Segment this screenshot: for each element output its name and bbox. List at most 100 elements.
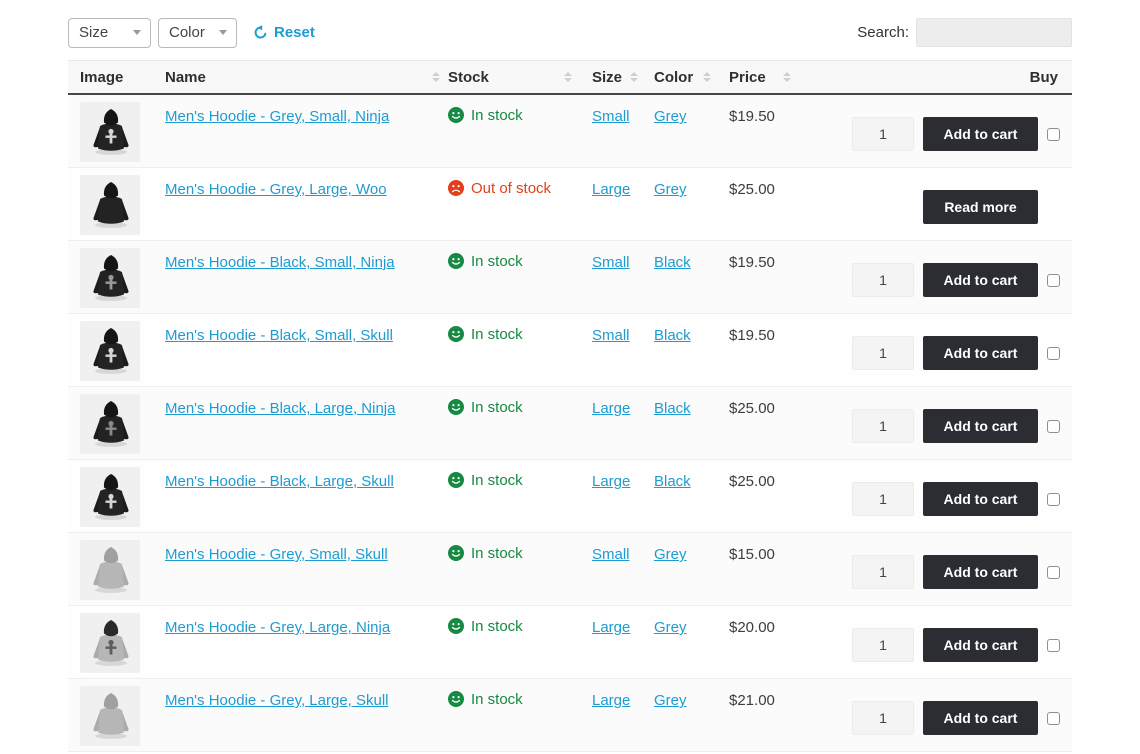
- quantity-input[interactable]: [852, 628, 914, 662]
- quantity-input[interactable]: [852, 409, 914, 443]
- add-to-cart-button[interactable]: Add to cart: [923, 263, 1038, 297]
- color-link[interactable]: Black: [654, 473, 691, 490]
- buy-checkbox[interactable]: [1047, 565, 1060, 579]
- buy-checkbox[interactable]: [1047, 419, 1060, 433]
- color-link[interactable]: Grey: [654, 619, 687, 636]
- color-filter-label: Color: [169, 24, 205, 41]
- buy-checkbox[interactable]: [1047, 127, 1060, 141]
- name-cell: Men's Hoodie - Black, Small, Ninja: [165, 241, 448, 313]
- quantity-input[interactable]: [852, 117, 914, 151]
- color-link[interactable]: Grey: [654, 181, 687, 198]
- add-to-cart-button[interactable]: Add to cart: [923, 628, 1038, 662]
- product-image[interactable]: [80, 175, 140, 235]
- smiley-happy-icon: [448, 107, 464, 127]
- product-image[interactable]: [80, 613, 140, 673]
- product-image[interactable]: [80, 102, 140, 162]
- size-link[interactable]: Large: [592, 692, 631, 709]
- color-link[interactable]: Grey: [654, 546, 687, 563]
- buy-checkbox[interactable]: [1047, 492, 1060, 506]
- price: $21.00: [729, 692, 775, 709]
- sort-icon[interactable]: [630, 72, 638, 82]
- image-cell: [68, 606, 165, 678]
- color-cell: Black: [654, 241, 729, 313]
- size-link[interactable]: Small: [592, 327, 630, 344]
- price: $19.50: [729, 327, 775, 344]
- quantity-input[interactable]: [852, 482, 914, 516]
- add-to-cart-button[interactable]: Read more: [923, 190, 1038, 224]
- product-name-link[interactable]: Men's Hoodie - Grey, Large, Ninja: [165, 619, 391, 636]
- price-cell: $25.00: [729, 460, 829, 532]
- size-filter-dropdown[interactable]: Size: [68, 17, 151, 48]
- size-link[interactable]: Large: [592, 181, 631, 198]
- size-cell: Large: [592, 387, 654, 459]
- name-cell: Men's Hoodie - Grey, Large, Ninja: [165, 606, 448, 678]
- color-link[interactable]: Grey: [654, 692, 687, 709]
- stock-status-text: In stock: [471, 399, 523, 416]
- size-cell: Small: [592, 533, 654, 605]
- product-image[interactable]: [80, 321, 140, 381]
- header-stock[interactable]: Stock: [448, 69, 592, 86]
- add-to-cart-button[interactable]: Add to cart: [923, 117, 1038, 151]
- size-cell: Large: [592, 460, 654, 532]
- add-to-cart-button[interactable]: Add to cart: [923, 409, 1038, 443]
- product-image[interactable]: [80, 540, 140, 600]
- buy-cell: Read more: [829, 168, 1072, 240]
- buy-checkbox[interactable]: [1047, 273, 1060, 287]
- name-cell: Men's Hoodie - Black, Small, Skull: [165, 314, 448, 386]
- product-name-link[interactable]: Men's Hoodie - Grey, Large, Woo: [165, 181, 387, 198]
- header-color[interactable]: Color: [654, 69, 729, 86]
- stock-cell: Out of stock: [448, 168, 592, 240]
- buy-checkbox[interactable]: [1047, 711, 1060, 725]
- stock-cell: In stock: [448, 387, 592, 459]
- sort-icon[interactable]: [783, 72, 791, 82]
- size-link[interactable]: Small: [592, 108, 630, 125]
- color-link[interactable]: Black: [654, 254, 691, 271]
- sort-icon[interactable]: [564, 72, 572, 82]
- color-filter-dropdown[interactable]: Color: [158, 17, 237, 48]
- size-link[interactable]: Large: [592, 400, 631, 417]
- name-cell: Men's Hoodie - Grey, Large, Skull: [165, 679, 448, 751]
- product-name-link[interactable]: Men's Hoodie - Grey, Large, Skull: [165, 692, 389, 709]
- sort-icon[interactable]: [432, 72, 440, 82]
- buy-checkbox[interactable]: [1047, 346, 1060, 360]
- header-size[interactable]: Size: [592, 69, 654, 86]
- stock-cell: In stock: [448, 95, 592, 167]
- smiley-happy-icon: [448, 472, 464, 492]
- add-to-cart-button[interactable]: Add to cart: [923, 555, 1038, 589]
- quantity-input[interactable]: [852, 263, 914, 297]
- color-link[interactable]: Grey: [654, 108, 687, 125]
- image-cell: [68, 95, 165, 167]
- header-price[interactable]: Price: [729, 69, 829, 86]
- product-image[interactable]: [80, 394, 140, 454]
- product-image[interactable]: [80, 467, 140, 527]
- buy-checkbox[interactable]: [1047, 638, 1060, 652]
- product-name-link[interactable]: Men's Hoodie - Black, Large, Skull: [165, 473, 394, 490]
- product-image[interactable]: [80, 686, 140, 746]
- product-name-link[interactable]: Men's Hoodie - Black, Small, Ninja: [165, 254, 395, 271]
- product-name-link[interactable]: Men's Hoodie - Black, Large, Ninja: [165, 400, 396, 417]
- quantity-input[interactable]: [852, 701, 914, 735]
- size-link[interactable]: Large: [592, 619, 631, 636]
- color-link[interactable]: Black: [654, 327, 691, 344]
- product-name-link[interactable]: Men's Hoodie - Black, Small, Skull: [165, 327, 393, 344]
- color-link[interactable]: Black: [654, 400, 691, 417]
- quantity-input[interactable]: [852, 555, 914, 589]
- add-to-cart-button[interactable]: Add to cart: [923, 336, 1038, 370]
- product-name-link[interactable]: Men's Hoodie - Grey, Small, Skull: [165, 546, 388, 563]
- reset-filters-link[interactable]: Reset: [253, 24, 315, 41]
- sort-icon[interactable]: [703, 72, 711, 82]
- product-image[interactable]: [80, 248, 140, 308]
- price: $19.50: [729, 108, 775, 125]
- add-to-cart-button[interactable]: Add to cart: [923, 482, 1038, 516]
- header-name[interactable]: Name: [165, 69, 448, 86]
- size-link[interactable]: Small: [592, 546, 630, 563]
- add-to-cart-button[interactable]: Add to cart: [923, 701, 1038, 735]
- size-link[interactable]: Small: [592, 254, 630, 271]
- product-name-link[interactable]: Men's Hoodie - Grey, Small, Ninja: [165, 108, 390, 125]
- reset-label: Reset: [274, 24, 315, 41]
- header-image: Image: [80, 68, 124, 86]
- search-input[interactable]: [916, 18, 1072, 47]
- table-row: Men's Hoodie - Grey, Large, Woo: [68, 168, 1072, 241]
- size-link[interactable]: Large: [592, 473, 631, 490]
- quantity-input[interactable]: [852, 336, 914, 370]
